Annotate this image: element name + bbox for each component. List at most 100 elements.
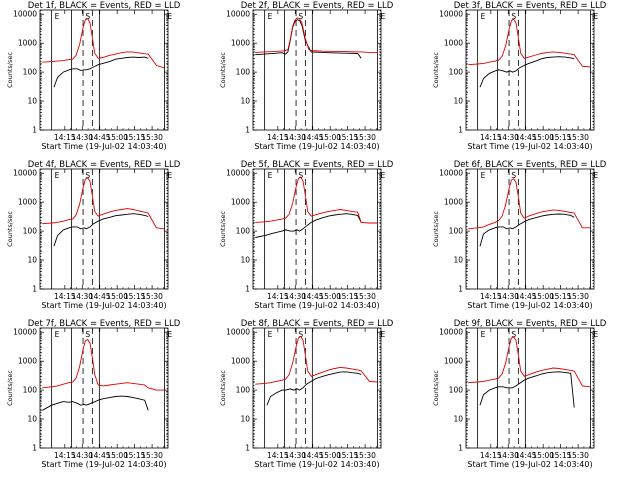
y-tick-label: 10 bbox=[240, 97, 250, 106]
y-tick-label: 10 bbox=[240, 415, 250, 424]
marker-label: E bbox=[481, 171, 486, 180]
x-tick-label: 14:15 bbox=[54, 451, 76, 460]
marker-label: S bbox=[511, 330, 516, 339]
x-tick-label: 15:30 bbox=[567, 292, 589, 301]
x-tick-label: 15:30 bbox=[567, 133, 589, 142]
x-tick-label: 14:30 bbox=[71, 292, 93, 301]
x-tick-label: 14:30 bbox=[497, 292, 519, 301]
x-tick-label: 15:15 bbox=[124, 133, 146, 142]
marker-label: S bbox=[298, 171, 303, 180]
y-tick-label: 100 bbox=[236, 227, 251, 236]
y-tick-label: 1000 bbox=[444, 198, 463, 207]
x-tick-label: 15:30 bbox=[141, 451, 163, 460]
x-tick-label: 14:45 bbox=[515, 451, 537, 460]
chart-title: Det 7f, BLACK = Events, RED = LLD bbox=[28, 319, 181, 329]
plot-frame bbox=[252, 327, 382, 449]
marker-label: S bbox=[511, 171, 516, 180]
y-tick-label: 1000 bbox=[18, 357, 37, 366]
chart-title: Det 4f, BLACK = Events, RED = LLD bbox=[28, 160, 181, 170]
y-tick-label: 1 bbox=[32, 126, 37, 135]
marker-label: S bbox=[511, 12, 516, 21]
x-tick-label: 14:45 bbox=[89, 133, 111, 142]
y-tick-label: 10 bbox=[453, 97, 463, 106]
chart-title: Det 5f, BLACK = Events, RED = LLD bbox=[241, 160, 394, 170]
y-tick-label: 10 bbox=[453, 415, 463, 424]
marker-label: S bbox=[85, 330, 90, 339]
x-tick-label: 15:30 bbox=[141, 292, 163, 301]
y-tick-label: 10000 bbox=[13, 10, 37, 19]
y-axis-label: Counts/sec bbox=[432, 52, 440, 88]
chart-title: Det 8f, BLACK = Events, RED = LLD bbox=[241, 319, 394, 329]
chart-5-panel: Det 6f, BLACK = Events, RED = LLD Counts/… bbox=[432, 160, 607, 310]
x-tick-label: 14:15 bbox=[267, 133, 289, 142]
marker-label: E bbox=[55, 171, 60, 180]
y-axis-label: Counts/sec bbox=[219, 52, 227, 88]
y-tick-label: 100 bbox=[449, 227, 464, 236]
y-axis-label: Counts/sec bbox=[432, 211, 440, 247]
series-events-line bbox=[255, 213, 362, 238]
series-events-line bbox=[479, 371, 575, 408]
y-tick-label: 10000 bbox=[226, 328, 250, 337]
x-tick-label: 15:30 bbox=[141, 133, 163, 142]
chart-2-panel: Det 3f, BLACK = Events, RED = LLD Counts/… bbox=[432, 1, 607, 151]
marker-label: E bbox=[381, 330, 386, 339]
x-tick-label: 15:15 bbox=[337, 451, 359, 460]
x-tick-label: 15:00 bbox=[532, 451, 554, 460]
marker-label: E bbox=[594, 12, 599, 21]
x-tick-label: 14:15 bbox=[480, 292, 502, 301]
x-tick-label: 15:15 bbox=[337, 133, 359, 142]
y-axis-label: Counts/sec bbox=[432, 370, 440, 406]
plot-frame bbox=[465, 327, 595, 449]
y-axis-label: Counts/sec bbox=[6, 211, 14, 247]
marker-label: E bbox=[168, 12, 173, 21]
y-tick-label: 1000 bbox=[231, 357, 250, 366]
x-axis-label: Start Time (19-Jul-02 14:03:40) bbox=[467, 142, 592, 151]
chart-8-panel: Det 9f, BLACK = Events, RED = LLD Counts/… bbox=[432, 319, 607, 469]
marker-label: E bbox=[481, 12, 486, 21]
x-tick-label: 14:45 bbox=[89, 292, 111, 301]
x-tick-label: 15:15 bbox=[337, 292, 359, 301]
x-tick-label: 14:45 bbox=[515, 133, 537, 142]
series-events-line bbox=[266, 371, 362, 406]
marker-label: E bbox=[381, 171, 386, 180]
x-tick-label: 15:15 bbox=[550, 451, 572, 460]
plot-frame bbox=[465, 9, 595, 131]
x-tick-label: 15:00 bbox=[106, 451, 128, 460]
x-tick-label: 15:15 bbox=[124, 292, 146, 301]
x-tick-label: 14:30 bbox=[284, 133, 306, 142]
y-tick-label: 10000 bbox=[226, 10, 250, 19]
x-tick-label: 14:15 bbox=[54, 292, 76, 301]
plot-frame bbox=[39, 168, 169, 290]
marker-label: E bbox=[168, 330, 173, 339]
chart-6-panel: Det 7f, BLACK = Events, RED = LLD Counts/… bbox=[6, 319, 181, 469]
x-tick-label: 14:45 bbox=[515, 292, 537, 301]
y-tick-label: 10000 bbox=[13, 169, 37, 178]
x-tick-label: 14:30 bbox=[284, 451, 306, 460]
y-axis-label: Counts/sec bbox=[6, 370, 14, 406]
x-tick-label: 15:00 bbox=[319, 292, 341, 301]
series-events-line bbox=[53, 56, 149, 88]
marker-label: E bbox=[268, 171, 273, 180]
plot-frame bbox=[39, 9, 169, 131]
chart-7-panel: Det 8f, BLACK = Events, RED = LLD Counts/… bbox=[219, 319, 394, 469]
x-tick-label: 14:15 bbox=[267, 292, 289, 301]
series-events-line bbox=[255, 19, 362, 59]
x-tick-label: 14:30 bbox=[497, 133, 519, 142]
y-tick-label: 10000 bbox=[439, 169, 463, 178]
y-tick-label: 100 bbox=[23, 386, 38, 395]
x-tick-label: 15:00 bbox=[532, 133, 554, 142]
marker-label: E bbox=[268, 12, 273, 21]
y-tick-label: 1 bbox=[458, 285, 463, 294]
x-tick-label: 15:15 bbox=[550, 133, 572, 142]
y-tick-label: 1000 bbox=[18, 198, 37, 207]
y-tick-label: 10000 bbox=[439, 328, 463, 337]
y-tick-label: 100 bbox=[449, 386, 464, 395]
y-tick-label: 10000 bbox=[226, 169, 250, 178]
x-tick-label: 15:15 bbox=[550, 292, 572, 301]
x-tick-label: 15:15 bbox=[124, 451, 146, 460]
y-tick-label: 10 bbox=[27, 97, 37, 106]
plot-frame bbox=[252, 168, 382, 290]
y-axis-label: Counts/sec bbox=[219, 370, 227, 406]
x-tick-label: 14:15 bbox=[267, 451, 289, 460]
x-tick-label: 14:15 bbox=[480, 451, 502, 460]
